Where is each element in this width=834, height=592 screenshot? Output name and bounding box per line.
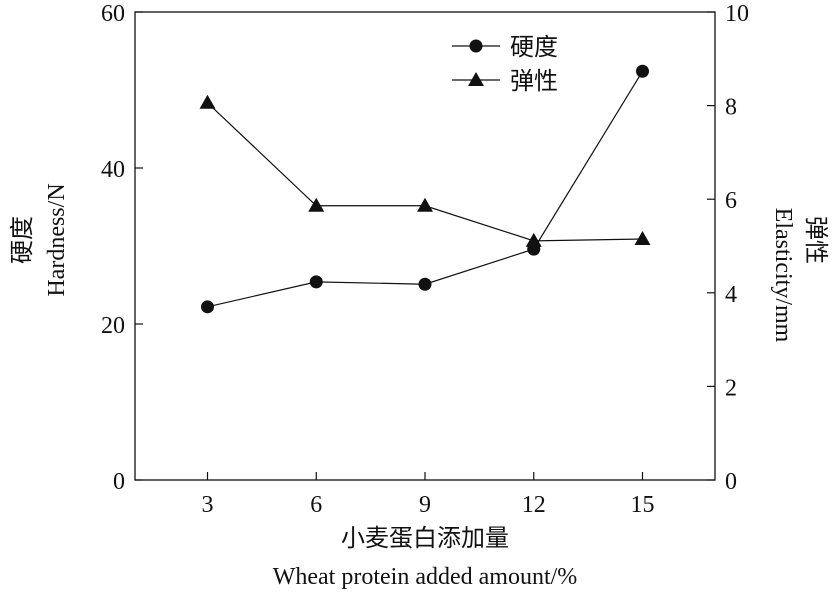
y-left-label-cn: 硬度 — [9, 216, 36, 264]
hardness-point — [418, 277, 432, 291]
elasticity-point — [308, 197, 325, 212]
y-right-tick-label: 6 — [725, 188, 737, 214]
y-right-tick-label: 4 — [725, 282, 737, 308]
hardness-point — [309, 275, 323, 289]
x-label-en: Wheat protein added amount/% — [273, 564, 578, 590]
series-line-hardness — [207, 70, 644, 308]
y-left-tick-label: 60 — [101, 1, 125, 27]
legend-label: 硬度 — [510, 34, 558, 61]
legend-marker-triangle — [468, 72, 484, 86]
y-right-tick-label: 2 — [725, 375, 737, 401]
x-tick-label: 6 — [310, 492, 322, 518]
series-layer — [199, 64, 651, 314]
y-left-tick-label: 40 — [101, 157, 125, 183]
axes: 3 6 9 12 15 0 20 40 60 0 2 4 6 8 10 — [101, 1, 749, 518]
x-tick-label: 12 — [522, 492, 546, 518]
x-tick-label: 3 — [202, 492, 214, 518]
elasticity-point — [417, 197, 433, 212]
y-right-label-cn: 弹性 — [802, 216, 829, 264]
y-right-label-en: Elasticity/mm — [770, 208, 796, 343]
y-left-tick-label: 0 — [113, 469, 125, 495]
x-tick-label: 9 — [419, 492, 431, 518]
legend-label: 弹性 — [510, 68, 558, 95]
y-right-tick-label: 0 — [725, 469, 737, 495]
y-left-label-en: Hardness/N — [44, 183, 70, 296]
x-label-cn: 小麦蛋白添加量 — [341, 525, 509, 552]
series-line-elasticity — [207, 102, 643, 242]
hardness-point — [201, 300, 214, 314]
y-left-tick-label: 20 — [101, 313, 125, 339]
elasticity-point — [199, 94, 216, 109]
elasticity-point — [525, 232, 542, 247]
elasticity-point — [634, 230, 651, 245]
y-right-tick-label: 10 — [725, 1, 749, 27]
y-right-tick-label: 8 — [725, 95, 737, 121]
plot-frame — [134, 11, 716, 481]
legend-marker-circle — [469, 39, 483, 53]
x-tick-label: 15 — [631, 492, 655, 518]
hardness-point — [636, 64, 649, 78]
